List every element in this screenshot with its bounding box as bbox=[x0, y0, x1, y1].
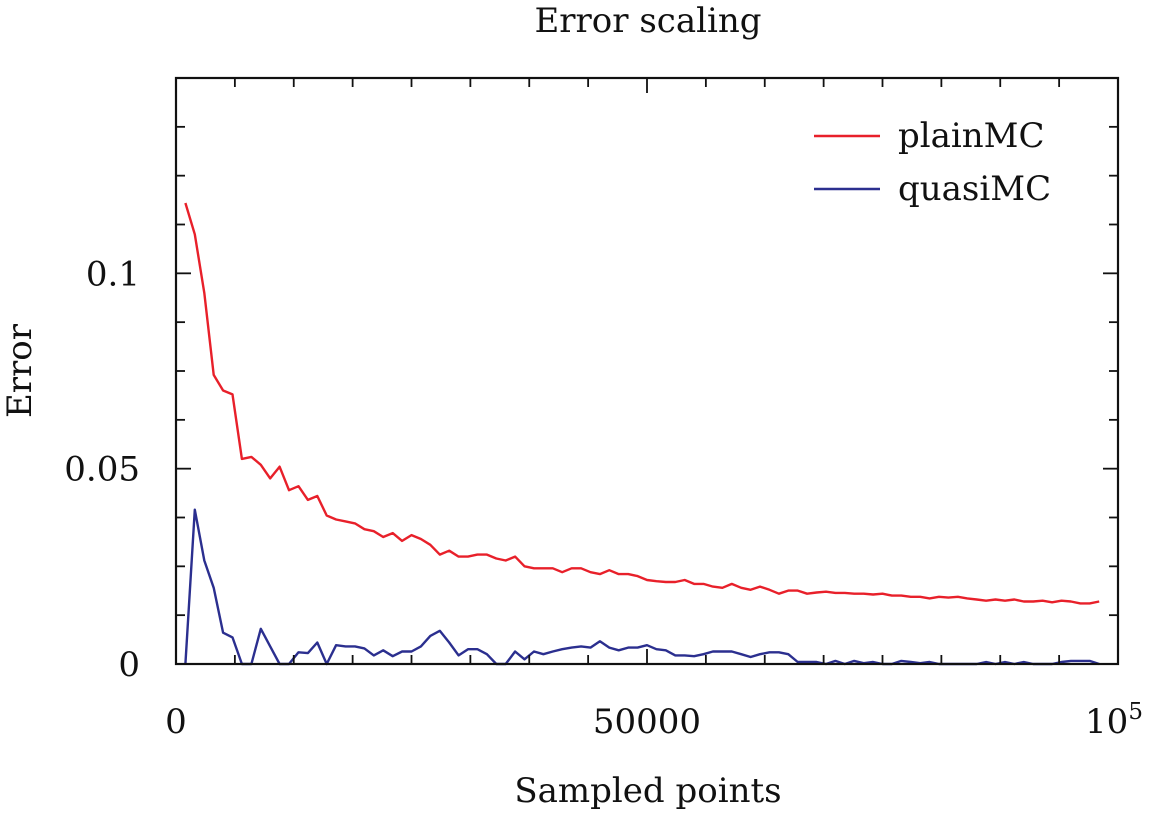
x-axis-label: Sampled points bbox=[514, 771, 781, 811]
plot-frame bbox=[174, 76, 1120, 666]
legend-label-plainmc: plainMC bbox=[898, 116, 1045, 156]
series-line-plainmc bbox=[184, 202, 1100, 605]
axis-ticks: 0 50000 105 0 0.05 0.1 bbox=[64, 77, 1143, 742]
plot-area bbox=[184, 202, 1100, 666]
legend: plainMC quasiMC bbox=[814, 116, 1051, 209]
y-tick-label: 0.05 bbox=[64, 450, 140, 490]
y-tick-label: 0.1 bbox=[86, 254, 140, 294]
x-tick-label: 0 bbox=[165, 702, 187, 742]
y-axis-label: Error bbox=[0, 323, 40, 418]
x-tick-label: 50000 bbox=[593, 702, 701, 742]
chart-title: Error scaling bbox=[534, 1, 761, 41]
legend-label-quasimc: quasiMC bbox=[898, 169, 1051, 209]
x-tick-label: 105 bbox=[1085, 699, 1143, 742]
series-line-quasimc bbox=[184, 508, 1100, 666]
y-tick-label: 0 bbox=[118, 645, 140, 685]
